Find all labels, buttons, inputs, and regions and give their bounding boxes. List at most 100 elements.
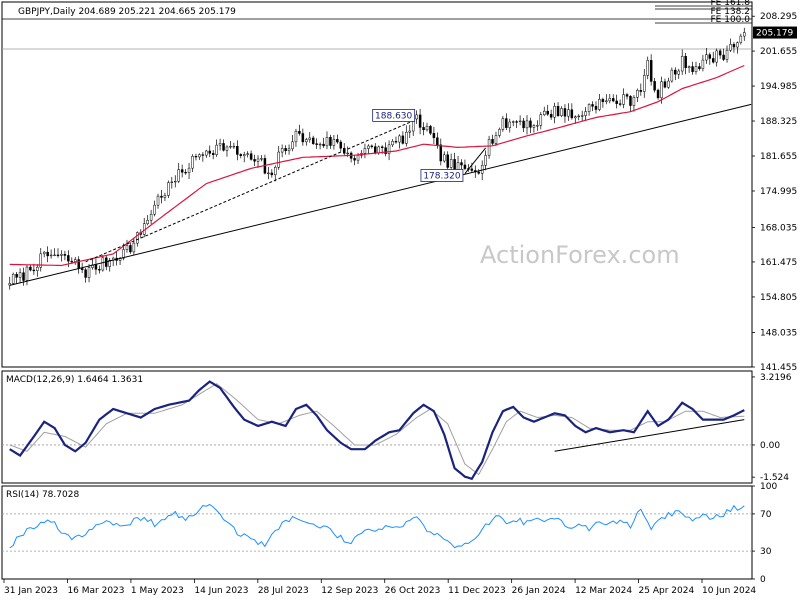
candle [705, 47, 708, 64]
candle [211, 150, 215, 160]
candle-body [653, 81, 656, 91]
trend-line [9, 103, 752, 286]
candle-body [670, 69, 674, 82]
candle-body [732, 44, 736, 48]
candle-body [56, 254, 60, 257]
candle-body [291, 141, 294, 150]
candle-body [532, 125, 536, 128]
price-axis-label: 148.035 [760, 328, 797, 338]
candle [249, 150, 253, 161]
candle-body [356, 155, 360, 161]
candle-body [422, 127, 425, 131]
candle-body [484, 155, 487, 166]
candle [184, 169, 187, 175]
candle-body [739, 35, 743, 43]
candle-body [380, 146, 384, 148]
candle-body [191, 155, 194, 169]
candle-body [601, 99, 605, 103]
candle [25, 265, 29, 286]
candle-body [549, 113, 553, 118]
candle-body [584, 111, 587, 116]
candle-body [29, 266, 32, 271]
price-axis-label: 208.295 [760, 12, 797, 22]
price-axis-label: 181.655 [760, 152, 797, 162]
candle-body [725, 49, 729, 60]
candle [153, 200, 156, 217]
candle [532, 123, 536, 133]
candle [649, 54, 653, 86]
candle-body [218, 143, 222, 146]
candle [608, 94, 612, 104]
candle-body [611, 98, 615, 102]
candle [336, 134, 339, 144]
candle [574, 115, 577, 124]
date-axis-label: 10 Jun 2024 [702, 586, 756, 596]
candle [494, 131, 498, 147]
candle-body [667, 80, 670, 88]
candle-body [615, 100, 618, 104]
candle-body [301, 133, 305, 143]
candle [167, 180, 170, 198]
candle [732, 42, 736, 53]
candle [625, 92, 629, 100]
candle-body [180, 169, 184, 173]
candle-body [201, 154, 205, 156]
price-axis-label: 161.475 [760, 258, 797, 268]
candle-body [529, 120, 532, 128]
candle-body [329, 137, 332, 146]
candle [425, 122, 429, 132]
rsi-axis-label: 100 [760, 482, 777, 492]
candle-body [318, 143, 322, 146]
candle-body [418, 114, 422, 128]
candle-body [511, 121, 515, 123]
candle-body [146, 219, 149, 225]
candle-body [339, 141, 343, 149]
candle [18, 268, 22, 284]
candle-body [280, 148, 284, 153]
candle-body [622, 94, 625, 105]
candle-body [98, 269, 101, 271]
candle-body [477, 171, 480, 174]
watermark: ActionForex.com [480, 241, 680, 269]
candle [739, 33, 743, 45]
candle-body [391, 141, 394, 146]
candle-body [711, 58, 715, 63]
candle [205, 149, 208, 158]
fib-level-label: FE 138.2 [711, 7, 751, 17]
candle-body [63, 254, 67, 256]
candle [32, 263, 36, 275]
candle-body [160, 195, 163, 198]
candle [743, 27, 746, 41]
candle [253, 154, 256, 166]
candle-body [660, 81, 663, 99]
candle-body [370, 145, 374, 148]
candle-body [646, 60, 649, 76]
price-callout-box [372, 108, 416, 122]
candle-body [694, 66, 698, 72]
candle [287, 144, 291, 155]
candle-body [587, 104, 591, 112]
candle [73, 257, 77, 265]
candle [543, 106, 546, 117]
price-panel: FE 161.8FE 138.2FE 100.0 188.630 178.320 20… [1, 0, 797, 373]
candle-body [322, 143, 325, 147]
candle [442, 151, 446, 163]
candle [22, 267, 25, 286]
macd-title: MACD(12,26,9) 1.6464 1.3631 [6, 375, 143, 385]
candle-body [149, 213, 153, 221]
candle-body [260, 158, 263, 160]
candle-body [453, 159, 456, 171]
candle-body [49, 254, 53, 257]
candle-body [449, 159, 453, 168]
candle-body [432, 133, 436, 139]
candle-body [53, 254, 56, 257]
rsi-axis-label: 70 [760, 510, 772, 520]
candle-body [539, 114, 543, 126]
macd-axis-label: -1.524 [760, 473, 789, 483]
candle-body [577, 115, 580, 118]
candle-body [408, 130, 412, 133]
date-axis-label: 25 Apr 2024 [639, 586, 695, 596]
candle [729, 38, 732, 52]
candle-body [518, 120, 522, 123]
candle [149, 209, 153, 225]
